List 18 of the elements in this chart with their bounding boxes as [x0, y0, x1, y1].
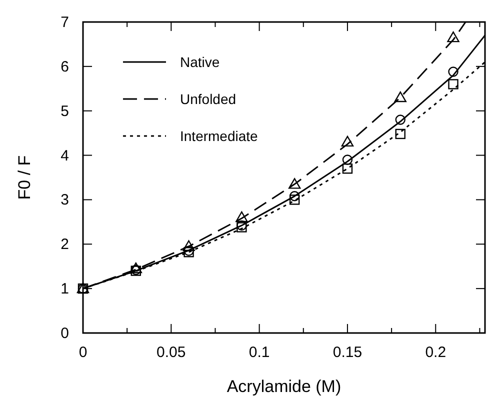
x-axis-title: Acrylamide (M) [226, 377, 342, 396]
y-tick-label: 3 [60, 192, 69, 209]
x-tick-label: 0.2 [425, 344, 446, 361]
y-tick-label: 5 [60, 102, 69, 120]
legend-label: Native [180, 54, 220, 70]
y-tick-label: 7 [60, 14, 69, 31]
legend-label: Unfolded [180, 91, 236, 107]
x-tick-label: 0.05 [156, 344, 186, 361]
x-tick-label: 0 [78, 344, 88, 361]
y-tick-label: 0 [60, 325, 69, 342]
legend-label: Intermediate [180, 128, 258, 144]
x-tick-label: 0.1 [248, 344, 270, 361]
y-axis-title: F0 / F [15, 155, 34, 200]
y-tick-label: 2 [60, 236, 69, 254]
y-tick-label: 1 [60, 280, 69, 298]
x-tick-label: 0.15 [332, 344, 362, 361]
y-tick-label: 6 [60, 58, 69, 76]
y-tick-label: 4 [60, 147, 69, 164]
